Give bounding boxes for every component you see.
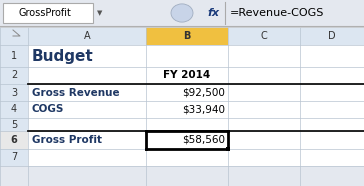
Bar bbox=[146, 118, 228, 131]
Text: 5: 5 bbox=[11, 119, 17, 129]
Bar bbox=[0, 45, 28, 67]
Bar bbox=[300, 101, 364, 118]
Text: 2: 2 bbox=[11, 70, 17, 81]
Bar bbox=[146, 84, 228, 101]
Bar bbox=[300, 149, 364, 166]
Bar bbox=[28, 84, 146, 101]
Bar bbox=[226, 147, 230, 151]
Bar bbox=[0, 118, 28, 131]
Text: D: D bbox=[328, 31, 336, 41]
Bar bbox=[28, 45, 146, 67]
Bar bbox=[28, 149, 146, 166]
Bar bbox=[300, 131, 364, 149]
Text: B: B bbox=[183, 31, 191, 41]
Bar bbox=[228, 131, 300, 149]
Bar bbox=[146, 67, 228, 84]
Bar bbox=[28, 101, 146, 118]
Bar bbox=[300, 45, 364, 67]
Bar bbox=[228, 101, 300, 118]
Bar bbox=[146, 149, 228, 166]
Bar bbox=[146, 45, 228, 67]
Bar bbox=[146, 27, 228, 45]
Ellipse shape bbox=[171, 4, 193, 22]
Text: C: C bbox=[261, 31, 268, 41]
Bar bbox=[0, 131, 28, 149]
Bar bbox=[228, 118, 300, 131]
Bar bbox=[228, 27, 300, 45]
Text: $92,500: $92,500 bbox=[182, 87, 225, 97]
Bar bbox=[28, 131, 146, 149]
FancyBboxPatch shape bbox=[3, 3, 93, 23]
Text: ▼: ▼ bbox=[97, 10, 103, 16]
Text: fx: fx bbox=[207, 8, 219, 18]
Bar bbox=[28, 27, 146, 45]
Text: 7: 7 bbox=[11, 153, 17, 163]
Bar bbox=[300, 118, 364, 131]
Bar bbox=[28, 118, 146, 131]
Bar bbox=[146, 131, 228, 149]
Text: Budget: Budget bbox=[32, 49, 94, 63]
Bar bbox=[0, 84, 28, 101]
Bar bbox=[300, 27, 364, 45]
Bar bbox=[28, 67, 146, 84]
Bar bbox=[228, 45, 300, 67]
Text: 3: 3 bbox=[11, 87, 17, 97]
Bar bbox=[0, 149, 28, 166]
Bar bbox=[228, 149, 300, 166]
Bar bbox=[146, 101, 228, 118]
Text: GrossProfit: GrossProfit bbox=[19, 8, 72, 18]
Text: 6: 6 bbox=[11, 135, 17, 145]
Text: =Revenue-COGS: =Revenue-COGS bbox=[230, 8, 324, 18]
Text: A: A bbox=[84, 31, 90, 41]
Bar bbox=[0, 27, 28, 45]
Text: $58,560: $58,560 bbox=[182, 135, 225, 145]
Bar bbox=[300, 84, 364, 101]
Text: Gross Revenue: Gross Revenue bbox=[32, 87, 120, 97]
Text: Gross Profit: Gross Profit bbox=[32, 135, 102, 145]
Bar bbox=[0, 0, 364, 26]
Bar bbox=[0, 67, 28, 84]
Bar bbox=[0, 101, 28, 118]
Bar bbox=[300, 67, 364, 84]
Text: COGS: COGS bbox=[32, 105, 64, 115]
Text: FY 2014: FY 2014 bbox=[163, 70, 211, 81]
Bar bbox=[228, 67, 300, 84]
Text: $33,940: $33,940 bbox=[182, 105, 225, 115]
Bar bbox=[228, 84, 300, 101]
Text: 1: 1 bbox=[11, 51, 17, 61]
Text: 4: 4 bbox=[11, 105, 17, 115]
